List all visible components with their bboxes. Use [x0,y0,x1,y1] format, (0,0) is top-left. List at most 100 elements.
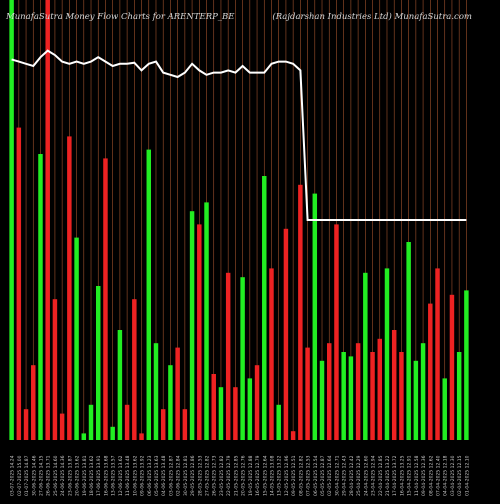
bar-58 [420,343,426,440]
x-tick-label: 23-06-2025 13.87 [67,455,73,496]
bar-3 [23,409,29,440]
x-tick-label: 11-06-2025 13.48 [125,455,131,496]
x-tick-label: 27-05-2025 12.82 [205,455,211,496]
x-tick-label: 21-05-2025 12.85 [233,455,239,496]
x-tick-label: 20-06-2025 13.62 [75,455,81,496]
bar-38 [276,404,281,440]
bar-23 [168,365,173,440]
bar-42 [305,347,310,440]
x-tick-label: 02-05-2025 12.64 [327,455,333,496]
x-tick-label: 13-05-2025 13.22 [277,455,283,496]
bar-44 [319,360,325,440]
x-tick-label: 30-05-2025 12.81 [183,455,189,496]
bar-30 [218,387,224,440]
bar-1 [9,0,14,440]
bar-60 [435,268,440,440]
x-tick-label: 09-06-2025 13.92 [140,455,146,496]
x-tick-label: 15-05-2025 12.64 [262,455,268,496]
bar-52 [377,338,383,440]
x-tick-label: 08-04-2025 12.62 [428,455,434,496]
bar-35 [254,365,260,440]
x-tick-label: 01-04-2025 12.10 [464,455,470,496]
x-tick-label: 23-04-2025 12.94 [371,455,377,496]
x-tick-label: 13-06-2025 13.57 [111,455,117,496]
bar-24 [175,347,180,440]
x-tick-label: 19-06-2025 13.81 [82,455,88,496]
bar-37 [269,268,274,440]
bar-29 [211,374,216,440]
x-tick-label: 02-06-2025 12.84 [176,455,182,496]
bar-22 [160,409,166,440]
x-tick-label: 03-06-2025 12.87 [168,455,174,496]
bar-11 [81,433,87,440]
bar-14 [103,158,108,440]
x-tick-label: 07-05-2025 12.53 [306,455,312,496]
x-tick-label: 09-05-2025 12.51 [291,455,297,496]
x-tick-label: 05-05-2025 12.87 [320,455,326,496]
bar-49 [355,343,361,440]
x-tick-label: 07-04-2025 12.40 [436,455,442,496]
bar-8 [59,413,65,440]
bar-53 [384,268,390,440]
bar-16 [117,330,123,440]
x-tick-label: 15-04-2025 12.91 [407,455,413,496]
x-tick-label: 22-05-2025 12.79 [226,455,232,496]
bar-61 [442,378,447,440]
x-tick-label: 05-06-2025 13.63 [154,455,160,496]
bar-17 [124,404,130,440]
x-tick-label: 27-06-2025 14.15 [38,455,44,496]
x-tick-label: 01-07-2025 14.87 [24,455,30,496]
x-tick-label: 22-04-2025 12.85 [378,455,384,496]
x-tick-label: 06-06-2025 13.23 [147,455,153,496]
bar-6 [45,0,50,440]
bar-9 [67,136,72,440]
x-tick-label: 18-06-2025 13.62 [89,455,95,496]
x-tick-label: 16-04-2025 13.25 [399,455,405,496]
x-tick-label: 02-04-2025 12.15 [457,455,463,496]
bar-45 [326,343,332,440]
bar-55 [399,352,404,440]
bar-19 [139,433,144,440]
bar-2 [16,127,22,440]
bar-5 [38,154,43,440]
x-tick-label: 29-04-2025 12.43 [342,455,348,496]
bar-13 [95,286,101,440]
x-tick-label: 14-05-2025 13.08 [269,455,275,496]
x-tick-label: 12-05-2025 12.96 [284,455,290,496]
bar-32 [233,387,238,440]
x-tick-label: 12-06-2025 13.62 [118,455,124,496]
x-tick-label: 11-04-2025 12.58 [414,455,420,496]
bar-41 [298,184,303,440]
x-tick-label: 17-06-2025 13.91 [96,455,102,496]
bar-63 [456,352,462,440]
bar-50 [363,272,368,440]
chart-header-right: (Rajdarshan Industries Ltd) MunafaSutra.… [272,12,472,22]
x-tick-label: 25-04-2025 12.29 [356,455,362,496]
x-tick-label: 17-04-2025 13.72 [392,455,398,496]
bar-43 [312,193,318,440]
x-tick-label: 21-04-2025 13.22 [385,455,391,496]
x-tick-label: 24-06-2025 14.36 [60,455,66,496]
x-tick-label: 25-06-2025 14.60 [53,455,59,496]
bar-27 [197,224,202,440]
bar-26 [189,211,195,440]
bar-57 [413,360,419,440]
bar-33 [240,277,245,440]
bar-64 [464,290,469,440]
bar-36 [262,176,267,440]
bar-46 [334,224,339,440]
bar-47 [341,352,346,440]
bar-34 [247,378,253,440]
x-tick-label: 19-05-2025 12.88 [248,455,254,496]
bar-51 [370,352,375,440]
chart-header-left: MunafaSutra Money Flow Charts for ARENTE… [6,12,235,22]
price-line [11,49,467,221]
x-tick-label: 23-05-2025 12.82 [219,455,225,496]
x-tick-label: 10-06-2025 13.62 [132,455,138,496]
x-tick-label: 30-04-2025 12.71 [334,455,340,496]
bar-54 [391,330,397,440]
bar-31 [225,272,231,440]
x-tick-label: 04-04-2025 12.18 [443,455,449,496]
